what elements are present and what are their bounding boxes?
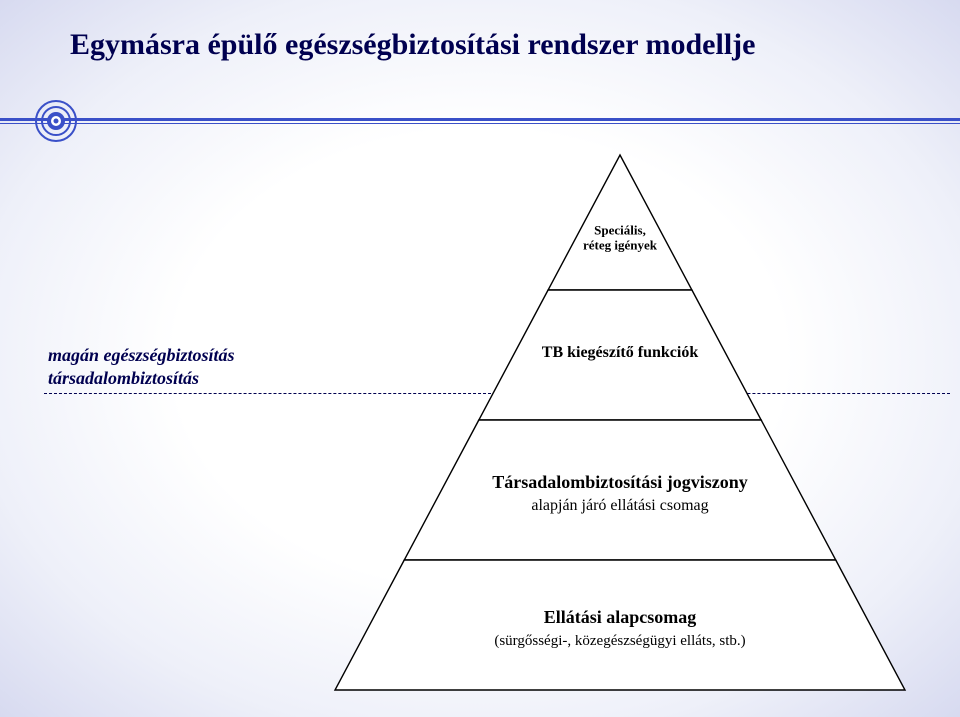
tier3-label-line2: alapján járó ellátási csomag [531, 497, 708, 514]
pyramid-diagram: Speciális, réteg igények TB kiegészítő f… [0, 0, 960, 717]
tier4-label-line1: Ellátási alapcsomag [544, 607, 697, 627]
tier4-label-line2: (sürgősségi-, közegészségügyi elláts, st… [494, 633, 745, 649]
tier1-label-line1: Speciális, [594, 223, 646, 238]
tier3-label-line1: Társadalombiztosítási jogviszony [492, 472, 748, 492]
tier1-label-line2: réteg igények [583, 238, 658, 253]
tier2-label: TB kiegészítő funkciók [542, 344, 699, 361]
